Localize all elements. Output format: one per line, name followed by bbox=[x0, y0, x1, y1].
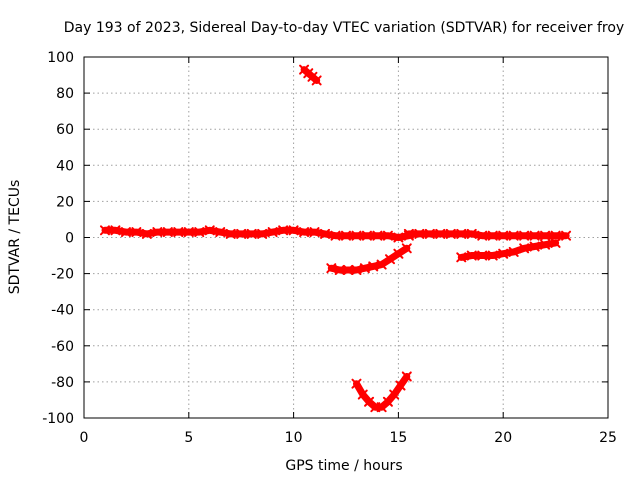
y-axis-label: SDTVAR / TECUs bbox=[7, 180, 23, 295]
data-point bbox=[120, 227, 131, 238]
data-point bbox=[393, 248, 404, 259]
data-point bbox=[529, 241, 540, 252]
data-point bbox=[445, 228, 456, 239]
data-point bbox=[372, 230, 383, 241]
data-point bbox=[466, 250, 477, 261]
y-tick-label: -60 bbox=[51, 339, 74, 355]
data-point bbox=[382, 230, 393, 241]
data-point bbox=[414, 228, 425, 239]
series-arc-evening bbox=[405, 230, 570, 240]
data-point bbox=[424, 228, 435, 239]
data-point bbox=[330, 230, 341, 241]
data-point bbox=[257, 228, 268, 239]
data-point bbox=[466, 228, 477, 239]
y-tick-label: -100 bbox=[42, 411, 74, 427]
y-tick-label: -40 bbox=[51, 303, 74, 319]
data-point bbox=[162, 227, 173, 238]
data-point bbox=[456, 228, 467, 239]
data-point bbox=[550, 230, 561, 241]
data-point bbox=[110, 225, 121, 236]
data-point bbox=[326, 263, 337, 274]
data-point bbox=[278, 225, 289, 236]
data-point bbox=[561, 230, 572, 241]
y-tick-label: 100 bbox=[47, 50, 74, 66]
series-arc-rising bbox=[457, 239, 560, 261]
y-tick-label: 60 bbox=[56, 122, 74, 138]
y-tick-label: 0 bbox=[65, 231, 74, 247]
y-tick-label: -80 bbox=[51, 375, 74, 391]
data-point bbox=[361, 230, 372, 241]
data-point bbox=[498, 230, 509, 241]
x-tick-label: 15 bbox=[389, 430, 407, 446]
data-point bbox=[477, 250, 488, 261]
data-point bbox=[540, 239, 551, 250]
data-point bbox=[393, 232, 404, 243]
data-point bbox=[498, 248, 509, 259]
series-arc-descending bbox=[327, 244, 411, 274]
y-tick-label: 80 bbox=[56, 86, 74, 102]
data-point bbox=[519, 230, 530, 241]
x-tick-label: 20 bbox=[494, 430, 512, 446]
data-point bbox=[351, 378, 362, 389]
data-point bbox=[225, 228, 236, 239]
data-point bbox=[311, 75, 322, 86]
y-tick-label: 20 bbox=[56, 194, 74, 210]
data-point bbox=[456, 252, 467, 263]
data-point bbox=[508, 246, 519, 257]
data-point bbox=[395, 380, 406, 391]
data-point bbox=[351, 264, 362, 275]
data-point bbox=[508, 230, 519, 241]
x-axis-label: GPS time / hours bbox=[285, 458, 402, 474]
axis-ticks: 0 5 10 15 20 25 -100 -80 -60 -40 -20 0 20 40 60 80 100 bbox=[42, 50, 617, 446]
data-point bbox=[267, 227, 278, 238]
data-point bbox=[368, 261, 379, 272]
data-point bbox=[403, 228, 414, 239]
x-tick-label: 10 bbox=[285, 430, 303, 446]
data-point bbox=[376, 259, 387, 270]
data-point bbox=[550, 237, 561, 248]
data-point bbox=[246, 228, 257, 239]
data-point bbox=[401, 371, 412, 382]
data-point bbox=[141, 228, 152, 239]
data-series bbox=[99, 64, 572, 413]
data-point bbox=[389, 389, 400, 400]
data-point bbox=[401, 243, 412, 254]
data-point bbox=[309, 227, 320, 238]
data-point bbox=[152, 227, 163, 238]
data-point bbox=[204, 225, 215, 236]
data-point bbox=[183, 227, 194, 238]
data-point bbox=[477, 230, 488, 241]
data-point bbox=[529, 230, 540, 241]
data-point bbox=[519, 243, 530, 254]
data-point bbox=[99, 225, 110, 236]
data-point bbox=[334, 264, 345, 275]
data-point bbox=[435, 228, 446, 239]
x-tick-label: 5 bbox=[184, 430, 193, 446]
data-point bbox=[351, 230, 362, 241]
data-point bbox=[487, 250, 498, 261]
data-point bbox=[215, 227, 226, 238]
data-point bbox=[288, 225, 299, 236]
data-point bbox=[320, 228, 331, 239]
data-point bbox=[299, 227, 310, 238]
data-point bbox=[341, 230, 351, 241]
data-point bbox=[359, 263, 370, 274]
data-point bbox=[173, 227, 184, 238]
data-point bbox=[236, 228, 247, 239]
x-tick-label: 0 bbox=[80, 430, 89, 446]
chart-title: Day 193 of 2023, Sidereal Day-to-day VTE… bbox=[64, 20, 624, 36]
x-tick-label: 25 bbox=[599, 430, 617, 446]
data-point bbox=[131, 227, 142, 238]
data-point bbox=[487, 230, 498, 241]
y-tick-label: -20 bbox=[51, 267, 74, 283]
data-point bbox=[385, 254, 396, 265]
data-point bbox=[540, 230, 551, 241]
y-tick-label: 40 bbox=[56, 158, 74, 174]
data-point bbox=[343, 264, 354, 275]
data-point bbox=[194, 227, 205, 238]
